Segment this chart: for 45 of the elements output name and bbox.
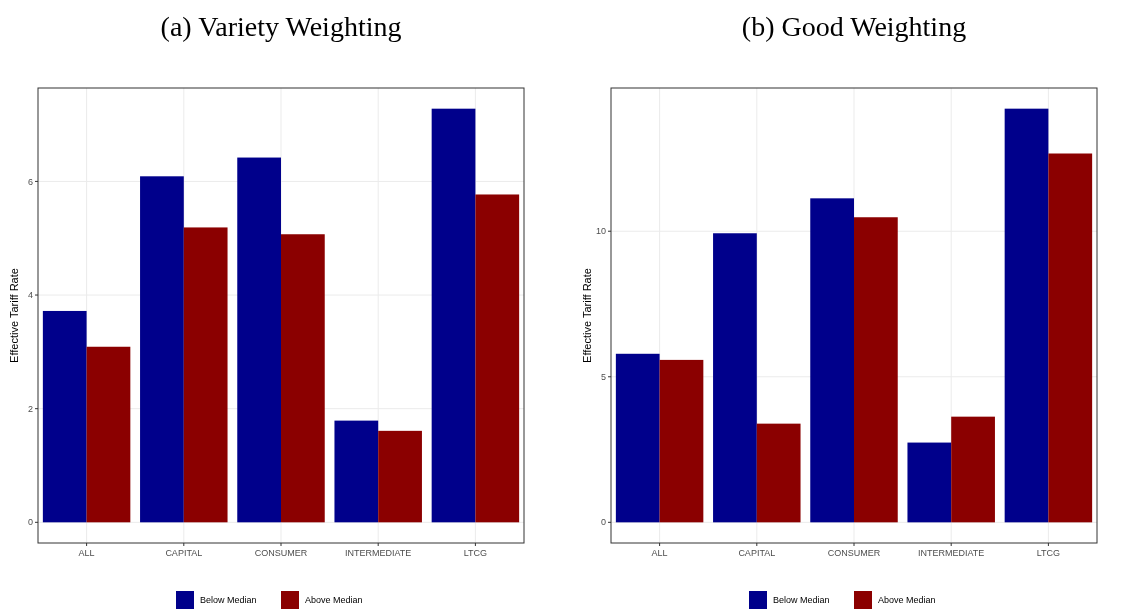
bar (1004, 108, 1049, 523)
x-tick-label: INTERMEDIATE (345, 548, 412, 558)
bar (86, 346, 131, 523)
x-tick-label: INTERMEDIATE (918, 548, 985, 558)
bar (1048, 153, 1093, 523)
bar (281, 234, 325, 523)
legend-label: Below Median (200, 595, 257, 606)
x-tick-label: CONSUMER (827, 548, 881, 558)
bar (237, 157, 281, 523)
legend-label: Above Median (878, 595, 936, 606)
bar (907, 442, 952, 523)
x-tick-label: LTCG (1036, 548, 1061, 558)
bar (756, 423, 801, 523)
bar (659, 359, 704, 523)
bar (475, 194, 520, 523)
bar (42, 310, 87, 523)
legend-label: Below Median (773, 595, 830, 606)
y-tick-label: 4 (27, 290, 33, 301)
y-tick-label: 5 (600, 371, 606, 382)
x-tick-label: CAPITAL (738, 548, 776, 558)
y-axis-title: Effective Tariff Rate (8, 268, 20, 363)
x-tick-label: CAPITAL (165, 548, 203, 558)
bar (334, 420, 379, 523)
y-tick-label: 2 (27, 403, 33, 414)
bar (431, 108, 476, 523)
legend-label: Above Median (305, 595, 363, 606)
bar (854, 217, 898, 523)
bar (810, 198, 854, 523)
x-tick-label: ALL (78, 548, 95, 558)
bar (615, 353, 660, 523)
y-tick-label: 10 (595, 226, 606, 237)
y-tick-label: 6 (27, 176, 33, 187)
y-tick-label: 0 (600, 517, 606, 528)
bar (951, 416, 995, 523)
bar (183, 227, 228, 523)
x-tick-label: LTCG (463, 548, 488, 558)
x-tick-label: CONSUMER (254, 548, 308, 558)
y-tick-label: 0 (27, 517, 33, 528)
chart-title: (b) Good Weighting (741, 11, 967, 42)
bar (140, 176, 184, 523)
y-axis-title: Effective Tariff Rate (581, 268, 593, 363)
bar (713, 233, 757, 523)
chart-title: (a) Variety Weighting (160, 11, 402, 42)
bar (378, 430, 422, 523)
x-tick-label: ALL (651, 548, 668, 558)
